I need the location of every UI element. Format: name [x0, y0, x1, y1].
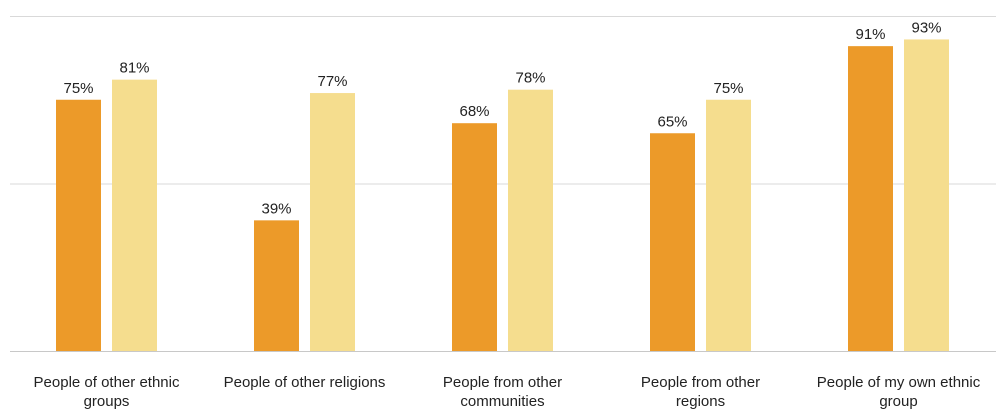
data-label: 39% — [261, 200, 291, 217]
x-tick-label-line: groups — [84, 393, 130, 410]
x-tick-label-line: People from other — [443, 374, 562, 391]
x-tick-label-line: People from other — [641, 374, 760, 391]
data-label: 93% — [911, 19, 941, 36]
x-tick-label-line: People of other religions — [224, 374, 386, 391]
x-tick-label: People of my own ethnic group — [817, 374, 981, 410]
x-tick-label-line: communities — [460, 393, 544, 410]
data-label: 91% — [855, 26, 885, 43]
x-tick-label: People of other ethnic groups — [34, 374, 180, 410]
bar — [848, 46, 893, 352]
value-labels: 75% 81% 39% 77% 68% 78% 65% 75% 91% 93% — [63, 19, 941, 217]
x-tick-label-line: People of my own ethnic — [817, 374, 981, 391]
x-tick-label: People from other communities — [443, 374, 562, 410]
data-label: 81% — [119, 60, 149, 77]
bar — [650, 133, 695, 351]
data-label: 75% — [713, 80, 743, 97]
bar — [508, 89, 553, 351]
bar — [56, 99, 101, 351]
x-tick-label-line: regions — [676, 393, 725, 410]
data-label: 77% — [317, 73, 347, 90]
data-label: 75% — [63, 80, 93, 97]
x-tick-label: People from other regions — [641, 374, 760, 410]
bar — [452, 123, 497, 351]
bar — [310, 93, 355, 352]
bar — [904, 39, 949, 351]
data-label: 78% — [515, 70, 545, 87]
bar — [254, 220, 299, 351]
bar — [112, 79, 157, 352]
x-tick-label: People of other religions — [224, 374, 386, 391]
gridlines — [10, 16, 996, 352]
bar — [706, 99, 751, 351]
x-tick-label-line: People of other ethnic — [34, 374, 180, 391]
data-label: 68% — [459, 103, 489, 120]
data-label: 65% — [657, 113, 687, 130]
bars — [56, 39, 949, 352]
x-tick-label-line: group — [879, 393, 917, 410]
